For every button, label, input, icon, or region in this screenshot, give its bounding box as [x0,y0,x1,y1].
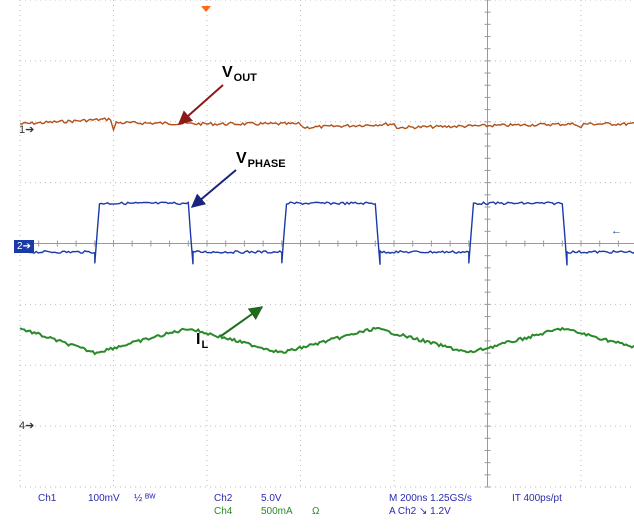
vphase-label: VPHASE [236,150,286,170]
ch2-scale: 5.0V [261,493,282,504]
ch1-flags: ½ ᴮᵂ [134,493,156,504]
ch1-label: Ch1 [38,493,57,504]
il-arrow [220,306,264,337]
graticule [19,0,634,488]
annotation-arrows [177,84,264,337]
vout-label: VOUT [222,64,257,84]
trace-vphase [19,201,634,266]
trigger-level-icon: ← [611,225,622,237]
ch1-marker: 1➔ [19,124,35,136]
ch1-scale: 100mV [88,493,120,504]
trigger-setting: A Ch2 ↘ 1.2V [389,506,451,517]
trace-vout [19,117,634,133]
ch2-label: Ch2 [214,493,233,504]
trigger-position-icon [201,6,211,12]
vphase-arrow [190,169,237,208]
ch4-label: Ch4 [214,506,233,517]
timebase: M 200ns 1.25GS/s [389,493,472,504]
record-length: IT 400ps/pt [512,493,562,504]
ch4-scale: 500mA [261,506,293,517]
ch4-marker: 4➔ [19,420,35,432]
vout-arrow [177,84,224,125]
il-label: IL [196,331,209,351]
ch4-flag: Ω [312,506,320,517]
waveform-traces [19,117,634,356]
trace-il [19,326,634,356]
ch2-marker: 2➔ [14,240,34,253]
